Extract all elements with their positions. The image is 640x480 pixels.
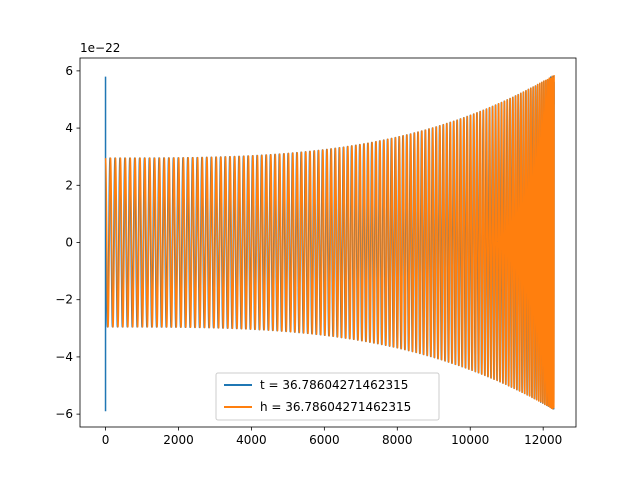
legend-frame <box>215 372 440 421</box>
legend-label-h: h = 36.78604271462315 <box>260 400 411 414</box>
y-tick-label: −4 <box>55 350 73 364</box>
y-tick-label: −6 <box>55 407 73 421</box>
x-tick-label: 6000 <box>309 433 340 447</box>
plot-area <box>104 75 555 412</box>
x-tick-label: 2000 <box>163 433 194 447</box>
series-h-line <box>104 75 555 410</box>
y-axis: −6 −4 −2 0 2 4 6 <box>55 64 80 421</box>
y-tick-label: 2 <box>65 178 73 192</box>
legend-label-t: t = 36.78604271462315 <box>260 378 408 392</box>
x-tick-label: 4000 <box>236 433 267 447</box>
x-tick-label: 12000 <box>524 433 562 447</box>
legend: t = 36.78604271462315 h = 36.78604271462… <box>215 372 440 421</box>
x-tick-label: 10000 <box>451 433 489 447</box>
y-tick-label: 0 <box>65 236 73 250</box>
x-tick-label: 8000 <box>382 433 413 447</box>
y-tick-label: 4 <box>65 121 73 135</box>
x-axis: 0 2000 4000 6000 8000 10000 12000 <box>102 427 562 447</box>
y-offset-label: 1e−22 <box>80 41 120 55</box>
x-tick-label: 0 <box>102 433 110 447</box>
y-tick-label: −2 <box>55 293 73 307</box>
y-tick-label: 6 <box>65 64 73 78</box>
